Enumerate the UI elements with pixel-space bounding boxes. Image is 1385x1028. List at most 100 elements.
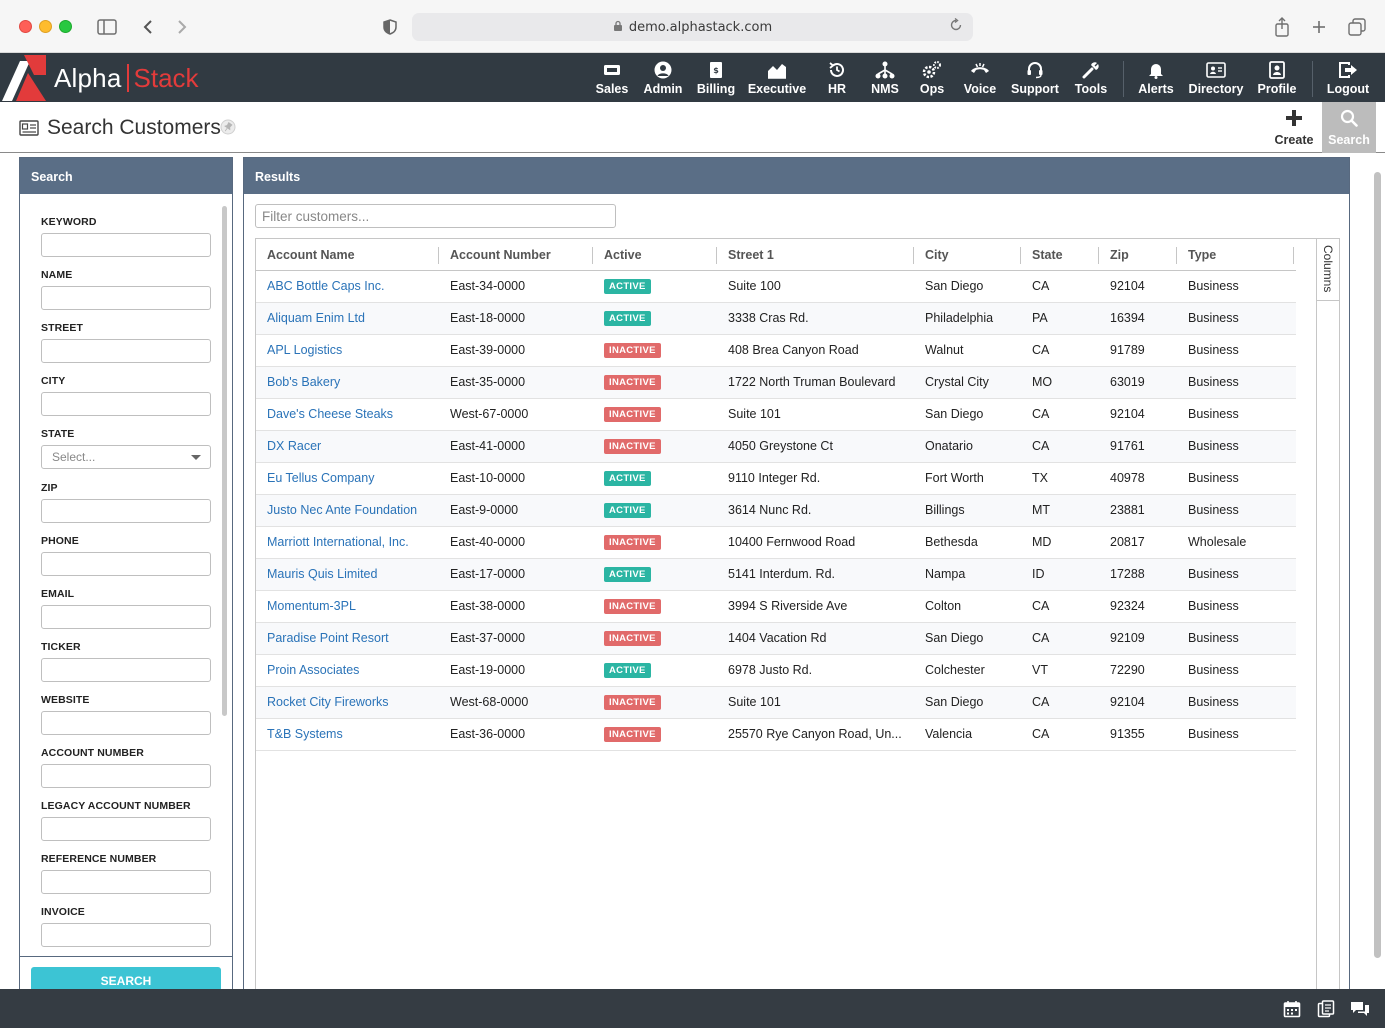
nav-item-directory[interactable]: Directory	[1187, 60, 1245, 98]
table-row[interactable]: Rocket City Fireworks West-68-0000 INACTIV…	[256, 687, 1296, 719]
minimize-window-button[interactable]	[39, 20, 52, 33]
filter-customers-input[interactable]	[255, 204, 616, 228]
account-name-link[interactable]: Marriott International, Inc.	[267, 535, 409, 549]
keyword-input[interactable]	[41, 233, 211, 257]
calendar-icon[interactable]	[1281, 998, 1303, 1020]
nav-item-nms[interactable]: NMS	[869, 60, 901, 98]
account-name-link[interactable]: Aliquam Enim Ltd	[267, 311, 365, 325]
account-name-link[interactable]: Eu Tellus Company	[267, 471, 375, 485]
nav-item-voice[interactable]: Voice	[962, 60, 998, 98]
table-row[interactable]: Mauris Quis Limited East-17-0000 ACTIVE 514…	[256, 559, 1296, 591]
reference-number-input[interactable]	[41, 870, 211, 894]
invoice-input[interactable]	[41, 923, 211, 947]
table-row[interactable]: T&B Systems East-36-0000 INACTIVE 25570 Rye…	[256, 719, 1296, 751]
alphastack-logo[interactable]: Alpha Stack	[2, 55, 199, 101]
new-tab-icon[interactable]	[1309, 14, 1329, 40]
account-name-link[interactable]: Dave's Cheese Steaks	[267, 407, 394, 421]
account-name-link[interactable]: Justo Nec Ante Foundation	[267, 503, 418, 517]
forward-icon[interactable]	[172, 14, 192, 40]
zoom-window-button[interactable]	[59, 20, 72, 33]
city-input[interactable]	[41, 392, 211, 416]
column-resize-handle[interactable]	[1176, 247, 1177, 264]
chat-icon[interactable]	[1349, 998, 1371, 1020]
account-number-input[interactable]	[41, 764, 211, 788]
executive-icon	[767, 60, 787, 80]
legacy-account-number-input[interactable]	[41, 817, 211, 841]
nav-item-ops[interactable]: Ops	[918, 60, 946, 98]
account-name-link[interactable]: Paradise Point Resort	[267, 631, 389, 645]
email-input[interactable]	[41, 605, 211, 629]
nav-item-support[interactable]: Support	[1011, 60, 1059, 98]
state-select[interactable]: Select...	[41, 445, 211, 469]
column-header-city[interactable]: City	[925, 248, 949, 262]
column-header-account-number[interactable]: Account Number	[450, 248, 551, 262]
shield-icon[interactable]	[380, 14, 400, 40]
table-row[interactable]: Marriott International, Inc. East-40-0000…	[256, 527, 1296, 559]
table-row[interactable]: Aliquam Enim Ltd East-18-0000 ACTIVE 3338 C…	[256, 303, 1296, 335]
column-resize-handle[interactable]	[1098, 247, 1099, 264]
ticker-input[interactable]	[41, 658, 211, 682]
table-row[interactable]: Momentum-3PL East-38-0000 INACTIVE 3994 S R…	[256, 591, 1296, 623]
website-input[interactable]	[41, 711, 211, 735]
column-resize-handle[interactable]	[913, 247, 914, 264]
name-input[interactable]	[41, 286, 211, 310]
column-header-active[interactable]: Active	[604, 248, 642, 262]
column-header-state[interactable]: State	[1032, 248, 1063, 262]
account-name-link[interactable]: APL Logistics	[267, 343, 343, 357]
nav-item-admin[interactable]: Admin	[641, 60, 685, 98]
notes-icon[interactable]	[1315, 998, 1337, 1020]
account-name-link[interactable]: Bob's Bakery	[267, 375, 341, 389]
table-row[interactable]: ABC Bottle Caps Inc. East-34-0000 ACTIVE Su…	[256, 271, 1296, 303]
search-panel-scrollbar[interactable]	[222, 206, 227, 716]
nav-item-logout[interactable]: Logout	[1326, 60, 1370, 98]
nav-item-tools[interactable]: Tools	[1073, 60, 1109, 98]
table-row[interactable]: Proin Associates East-19-0000 ACTIVE 6978 J…	[256, 655, 1296, 687]
zip-input[interactable]	[41, 499, 211, 523]
table-row[interactable]: Justo Nec Ante Foundation East-9-0000 ACTI…	[256, 495, 1296, 527]
column-header-zip[interactable]: Zip	[1110, 248, 1129, 262]
sidebar-icon[interactable]	[95, 14, 119, 40]
column-header-account-name[interactable]: Account Name	[267, 248, 355, 262]
table-row[interactable]: Dave's Cheese Steaks West-67-0000 INACTIVE…	[256, 399, 1296, 431]
page-scrollbar[interactable]	[1374, 172, 1381, 958]
active-status-cell: INACTIVE	[593, 335, 717, 366]
share-icon[interactable]	[1272, 14, 1292, 40]
columns-tab[interactable]: Columns	[1317, 239, 1339, 301]
table-row[interactable]: DX Racer East-41-0000 INACTIVE 4050 Greysto…	[256, 431, 1296, 463]
table-row[interactable]: Paradise Point Resort East-37-0000 INACTIV…	[256, 623, 1296, 655]
reload-icon[interactable]	[949, 17, 963, 36]
table-row[interactable]: APL Logistics East-39-0000 INACTIVE 408 Bre…	[256, 335, 1296, 367]
account-name-link[interactable]: Momentum-3PL	[267, 599, 356, 613]
column-resize-handle[interactable]	[592, 247, 593, 264]
column-header-street-1[interactable]: Street 1	[728, 248, 774, 262]
account-name-link[interactable]: T&B Systems	[267, 727, 343, 741]
create-button[interactable]: Create	[1268, 102, 1320, 153]
close-window-button[interactable]	[19, 20, 32, 33]
nav-item-hr[interactable]: HR	[824, 60, 850, 98]
street-input[interactable]	[41, 339, 211, 363]
table-row[interactable]: Bob's Bakery East-35-0000 INACTIVE 1722 Nor…	[256, 367, 1296, 399]
nav-item-billing[interactable]: $ Billing	[696, 60, 736, 98]
nav-item-alerts[interactable]: Alerts	[1136, 60, 1176, 98]
address-bar[interactable]: demo.alphastack.com	[412, 13, 973, 41]
column-resize-handle[interactable]	[1293, 247, 1294, 264]
nav-item-sales[interactable]: Sales	[594, 60, 630, 98]
account-name-link[interactable]: DX Racer	[267, 439, 322, 453]
column-header-type[interactable]: Type	[1188, 248, 1217, 262]
nav-item-executive[interactable]: Executive	[747, 60, 807, 98]
tabs-icon[interactable]	[1346, 14, 1368, 40]
account-name-link[interactable]: Proin Associates	[267, 663, 360, 677]
phone-input[interactable]	[41, 552, 211, 576]
pin-icon[interactable]	[220, 119, 236, 139]
type-cell: Business	[1188, 343, 1239, 357]
back-icon[interactable]	[138, 14, 158, 40]
search-mode-button[interactable]: Search	[1322, 102, 1376, 153]
table-row[interactable]: Eu Tellus Company East-10-0000 ACTIVE 9110 …	[256, 463, 1296, 495]
account-name-link[interactable]: Mauris Quis Limited	[267, 567, 378, 581]
account-name-link[interactable]: Rocket City Fireworks	[267, 695, 389, 709]
account-name-link[interactable]: ABC Bottle Caps Inc.	[267, 279, 385, 293]
column-resize-handle[interactable]	[1020, 247, 1021, 264]
column-resize-handle[interactable]	[438, 247, 439, 264]
column-resize-handle[interactable]	[716, 247, 717, 264]
nav-item-profile[interactable]: Profile	[1256, 60, 1298, 98]
